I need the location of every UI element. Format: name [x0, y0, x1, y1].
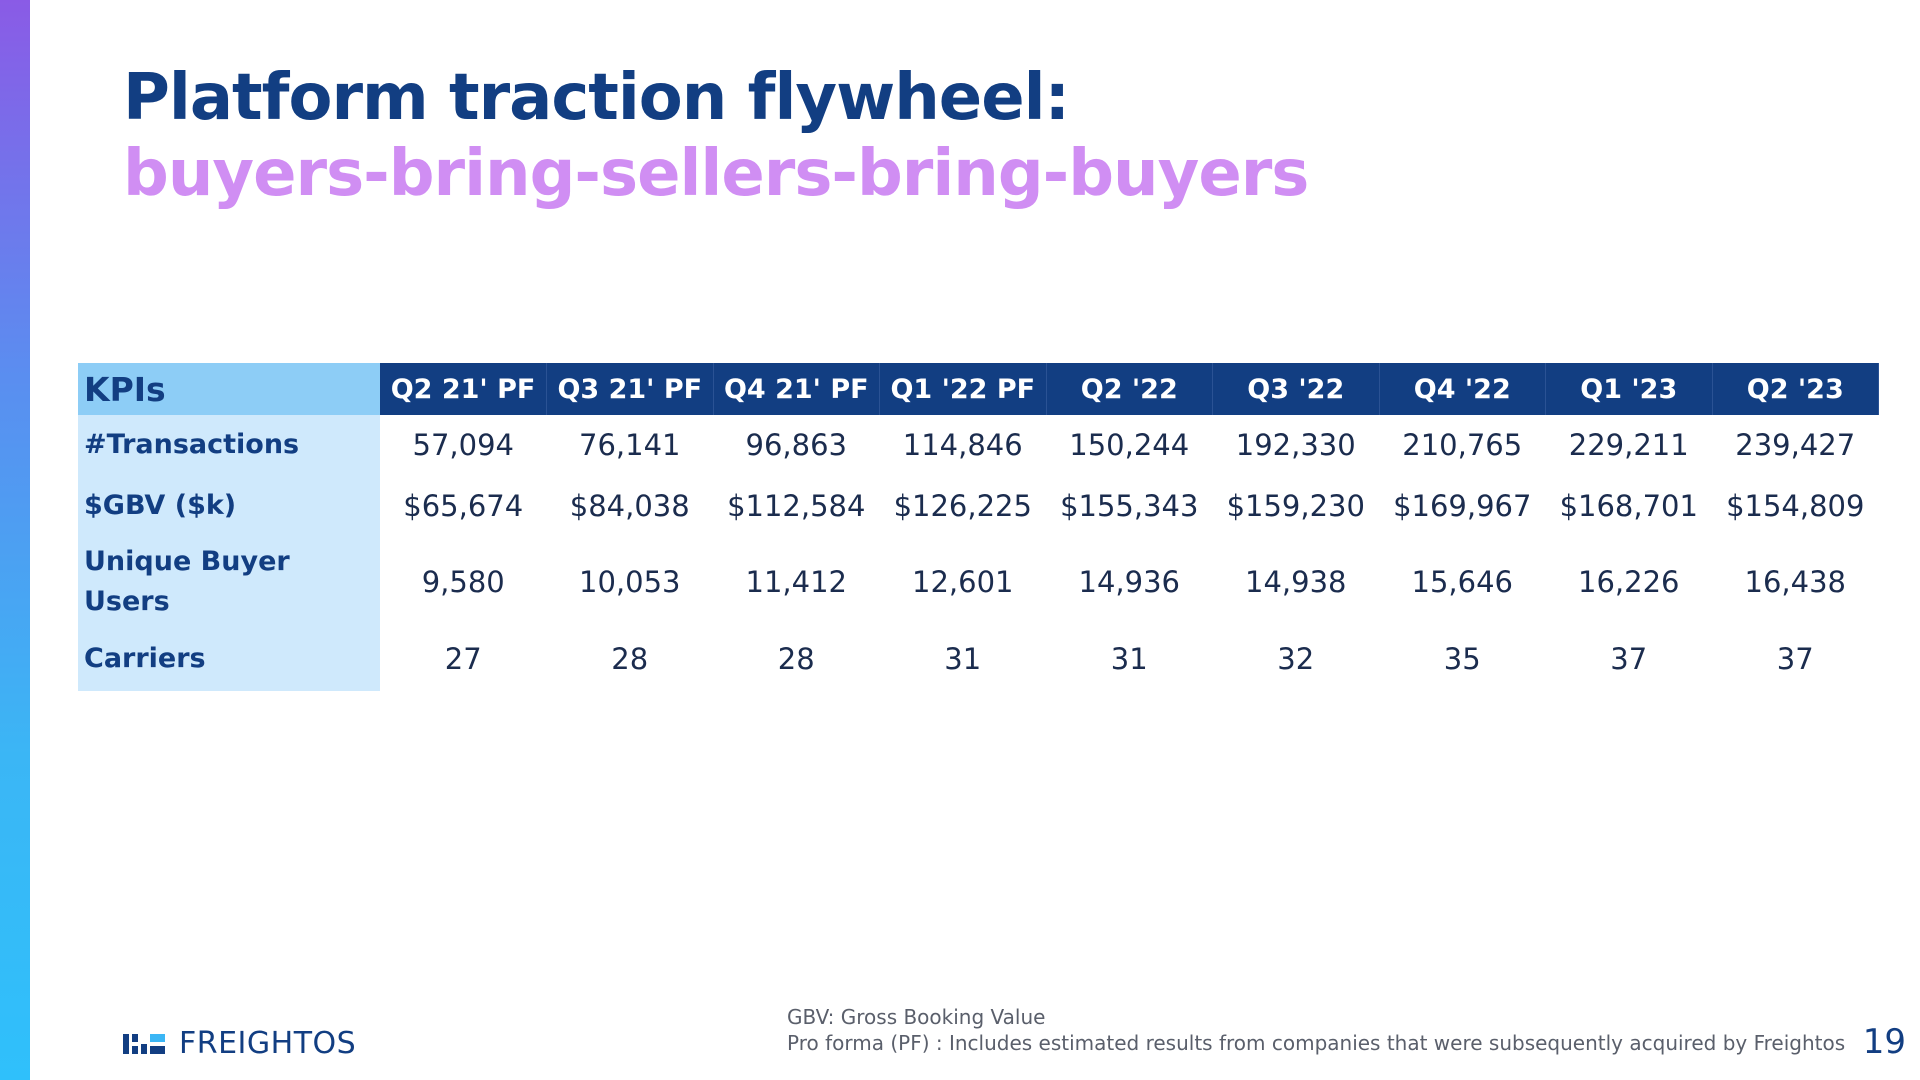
table-cell: 37 — [1776, 642, 1814, 676]
table-cell: 10,053 — [579, 565, 681, 599]
table-cell: 150,244 — [1069, 428, 1190, 462]
table-cell: $154,809 — [1726, 489, 1865, 523]
table-cell: 15,646 — [1411, 565, 1513, 599]
logo-text: FREIGHTOS — [179, 1026, 357, 1061]
header-quarter: Q2 '22 — [1046, 363, 1213, 415]
table-cell: 31 — [944, 642, 982, 676]
table-cell: 27 — [444, 642, 482, 676]
table-cell: 31 — [1110, 642, 1148, 676]
footnote-pro-forma: Pro forma (PF) : Includes estimated resu… — [787, 1031, 1846, 1055]
table-cell: 37 — [1610, 642, 1648, 676]
table-cell: 192,330 — [1235, 428, 1356, 462]
table-cell: $159,230 — [1226, 489, 1365, 523]
header-quarter: Q3 '22 — [1212, 363, 1380, 415]
row-label: #Transactions — [78, 415, 380, 475]
table-cell: 114,846 — [902, 428, 1023, 462]
table-cell: 57,094 — [412, 428, 514, 462]
table-cell: $84,038 — [569, 489, 690, 523]
table-cell: 35 — [1443, 642, 1481, 676]
slide-title: Platform traction flywheel: buyers-bring… — [123, 60, 1309, 212]
footnote-gbv: GBV: Gross Booking Value — [787, 1005, 1046, 1029]
table-cell: 229,211 — [1568, 428, 1689, 462]
header-quarter: Q1 '23 — [1545, 363, 1713, 415]
header-quarter: Q2 '23 — [1712, 363, 1879, 415]
header-quarter: Q2 21' PF — [380, 363, 547, 415]
table-cell: 12,601 — [912, 565, 1014, 599]
freightos-logo-icon — [123, 1033, 165, 1054]
header-kpis: KPIs — [78, 363, 380, 415]
table-cell: 28 — [777, 642, 815, 676]
row-label: $GBV ($k) — [78, 475, 380, 537]
header-quarter: Q1 '22 PF — [879, 363, 1047, 415]
page-number: 19 — [1862, 1022, 1906, 1062]
row-label: Carriers — [78, 627, 380, 691]
table-cell: $168,701 — [1559, 489, 1698, 523]
header-quarter: Q3 21' PF — [546, 363, 714, 415]
table-cell: 32 — [1277, 642, 1315, 676]
table-cell: 96,863 — [745, 428, 847, 462]
table-cell: 210,765 — [1402, 428, 1523, 462]
header-quarter: Q4 21' PF — [713, 363, 880, 415]
header-quarter: Q4 '22 — [1379, 363, 1546, 415]
table-row-gbv: $GBV ($k) $65,674 $84,038 $112,584 $126,… — [78, 475, 1879, 537]
table-cell: $169,967 — [1393, 489, 1532, 523]
table-cell: $126,225 — [893, 489, 1032, 523]
row-label: Unique Buyer Users — [78, 537, 380, 627]
table-row-transactions: #Transactions 57,094 76,141 96,863 114,8… — [78, 415, 1879, 475]
footnotes: GBV: Gross Booking Value Pro forma (PF) … — [787, 1004, 1845, 1056]
table-cell: 76,141 — [579, 428, 681, 462]
table-cell: 9,580 — [421, 565, 505, 599]
accent-gradient-bar — [0, 0, 30, 1080]
kpi-table: KPIs Q2 21' PF Q3 21' PF Q4 21' PF Q1 '2… — [78, 363, 1879, 691]
table-cell: 28 — [611, 642, 649, 676]
freightos-logo: FREIGHTOS — [123, 1026, 356, 1061]
table-cell: 14,938 — [1245, 565, 1347, 599]
slide-title-line2: buyers-bring-sellers-bring-buyers — [123, 137, 1309, 211]
table-cell: $155,343 — [1060, 489, 1199, 523]
table-cell: $65,674 — [403, 489, 524, 523]
table-cell: 239,427 — [1735, 428, 1856, 462]
slide-title-line1: Platform traction flywheel: — [123, 61, 1070, 135]
table-cell: 16,438 — [1744, 565, 1846, 599]
table-row-carriers: Carriers 27 28 28 31 31 32 35 37 37 — [78, 627, 1879, 691]
table-cell: 16,226 — [1578, 565, 1680, 599]
table-cell: 11,412 — [745, 565, 847, 599]
table-row-unique-buyer-users: Unique Buyer Users 9,580 10,053 11,412 1… — [78, 537, 1879, 627]
table-header-row: KPIs Q2 21' PF Q3 21' PF Q4 21' PF Q1 '2… — [78, 363, 1879, 415]
table-cell: 14,936 — [1078, 565, 1180, 599]
table-cell: $112,584 — [727, 489, 866, 523]
